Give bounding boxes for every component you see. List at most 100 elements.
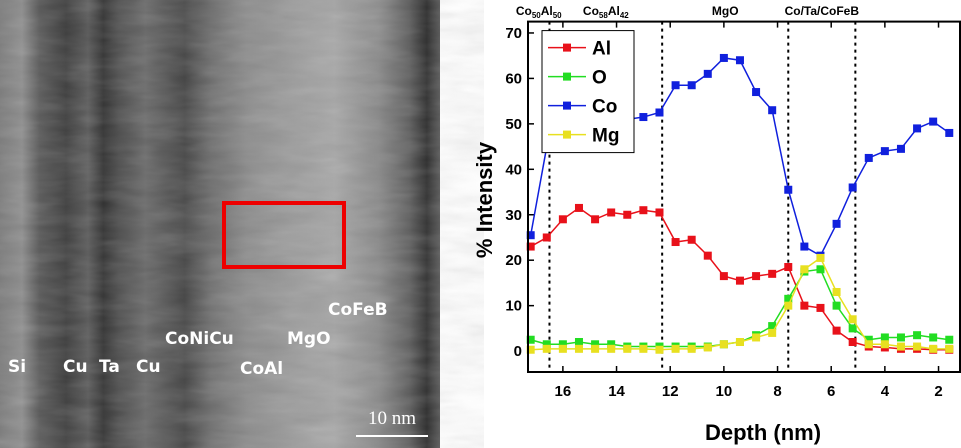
data-point (703, 69, 712, 78)
data-point (542, 233, 551, 242)
data-point (639, 113, 648, 122)
data-point (671, 81, 680, 90)
data-point (607, 208, 616, 217)
data-point (591, 344, 600, 353)
plot-frame (527, 20, 961, 373)
data-point (752, 88, 761, 97)
data-point (784, 294, 793, 303)
data-point (896, 333, 905, 342)
region-label-part: 50 (532, 11, 541, 20)
data-point (864, 335, 873, 344)
data-point (687, 235, 696, 244)
data-point (526, 345, 535, 354)
region-label-part: Co/Ta/CoFeB (785, 4, 860, 18)
tem-image: Si Cu Ta Cu CoNiCu CoAl MgO CoFeB 10 nm (0, 0, 440, 448)
y-tick-label: 40 (505, 161, 522, 178)
region-box (222, 201, 346, 269)
data-point (591, 215, 600, 224)
data-point (687, 81, 696, 90)
data-point (816, 303, 825, 312)
data-point (735, 56, 744, 65)
data-point (542, 340, 551, 349)
data-point (558, 215, 567, 224)
data-point (526, 231, 535, 240)
data-point (574, 344, 583, 353)
data-point (735, 276, 744, 285)
data-point (719, 272, 728, 281)
y-tick-label: 10 (505, 298, 522, 315)
data-point (784, 263, 793, 272)
data-point (768, 106, 777, 115)
data-point (671, 344, 680, 353)
x-tick-label: 2 (934, 383, 942, 400)
data-point (591, 340, 600, 349)
data-point (768, 322, 777, 331)
x-axis-label: Depth (nm) (705, 420, 821, 445)
data-point (913, 331, 922, 340)
y-tick-label: 70 (505, 25, 522, 42)
legend-box (541, 30, 635, 154)
legend-label: Mg (592, 126, 619, 147)
region-label: Co50Al50 (516, 4, 562, 20)
data-point (574, 338, 583, 347)
data-point (800, 242, 809, 251)
data-point (800, 301, 809, 310)
data-point (719, 340, 728, 349)
data-point (880, 333, 889, 342)
region-label: MgO (712, 4, 739, 18)
layer-label: CoFeB (328, 300, 388, 320)
data-point (929, 117, 938, 126)
region-label-part: 50 (553, 11, 562, 20)
data-point (752, 272, 761, 281)
data-point (526, 242, 535, 251)
data-point (929, 344, 938, 353)
data-point (864, 153, 873, 162)
data-point (832, 219, 841, 228)
layer-label: CoNiCu (165, 329, 234, 349)
data-point (848, 183, 857, 192)
data-point (816, 253, 825, 262)
region-label: Co58Al42 (583, 4, 629, 20)
x-tick-label: 6 (827, 383, 835, 400)
data-point (526, 335, 535, 344)
y-tick-label: 60 (505, 70, 522, 87)
region-label-part: Co (583, 4, 599, 18)
data-point (655, 345, 664, 354)
data-point (945, 344, 954, 353)
data-point (784, 185, 793, 194)
data-point (880, 147, 889, 156)
data-point (832, 326, 841, 335)
data-point (913, 124, 922, 133)
x-tick-label: 4 (881, 383, 890, 400)
data-point (832, 301, 841, 310)
region-label: Co/Ta/CoFeB (785, 4, 860, 18)
y-tick-label: 30 (505, 207, 522, 224)
data-point (929, 333, 938, 342)
region-label-part: 58 (599, 11, 608, 20)
legend-swatch (563, 101, 571, 110)
data-point (945, 128, 954, 137)
data-point (832, 288, 841, 297)
y-axis-label: % Intensity (472, 141, 497, 258)
data-point (607, 344, 616, 353)
legend-label: Co (592, 97, 617, 118)
data-point (848, 324, 857, 333)
data-point (768, 269, 777, 278)
region-label-part: MgO (712, 4, 739, 18)
x-tick-label: 10 (716, 383, 733, 400)
data-point (896, 342, 905, 351)
data-point (896, 144, 905, 153)
layer-label: Cu (63, 357, 88, 377)
data-point (848, 315, 857, 324)
layer-label: CoAl (240, 359, 283, 379)
x-tick-label: 14 (608, 383, 625, 400)
layer-label: Ta (99, 357, 120, 377)
legend-swatch (563, 43, 571, 52)
legend-swatch (563, 130, 571, 139)
region-label-part: Al (608, 4, 620, 18)
data-point (864, 340, 873, 349)
data-point (784, 301, 793, 310)
data-point (542, 344, 551, 353)
data-point (816, 265, 825, 274)
